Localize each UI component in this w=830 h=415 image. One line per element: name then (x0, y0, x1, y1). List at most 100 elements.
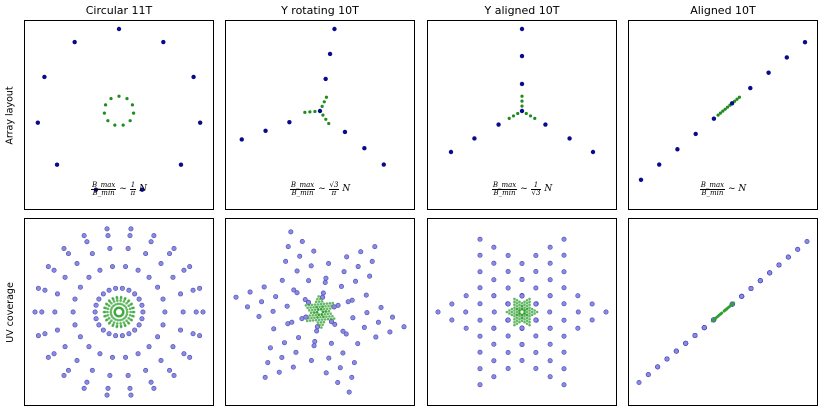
uv-inner-baseline-point (127, 316, 131, 320)
uv-inner-baseline-point (515, 319, 519, 323)
uv-baseline-point (323, 275, 329, 281)
uv-inner-baseline-point (515, 299, 519, 302)
uv-baseline-point (285, 244, 291, 250)
inner-antenna-point (324, 117, 328, 121)
outer-antenna-point (72, 39, 77, 45)
uv-baseline-point (109, 354, 115, 360)
uv-baseline-point (463, 293, 469, 299)
uv-baseline-point (340, 350, 346, 356)
uv-baseline-point (505, 285, 511, 291)
uv-baseline-point (65, 251, 71, 257)
inner-antenna-point (511, 114, 516, 118)
uv-inner-baseline-point (310, 303, 314, 307)
uv-inner-baseline-point (508, 309, 511, 312)
uv-inner-baseline-point (116, 322, 119, 325)
uv-baseline-point (181, 267, 187, 273)
uv-inner-baseline-point (322, 302, 326, 306)
uv-inner-baseline-point (523, 300, 526, 304)
uv-baseline-point (127, 385, 133, 391)
uv-baseline-point (135, 351, 141, 357)
plot-frame (24, 218, 214, 406)
uv-inner-baseline-point (520, 313, 524, 317)
uv-inner-baseline-point (319, 315, 322, 319)
inner-antenna-point (117, 94, 121, 98)
uv-inner-baseline-point (132, 314, 135, 318)
uv-inner-baseline-point (525, 322, 529, 325)
outer-antenna-point (362, 146, 367, 151)
uv-baseline-point (297, 253, 303, 259)
uv-inner-baseline-point (121, 311, 125, 315)
uv-baseline-point (449, 301, 455, 307)
uv-baseline-point (139, 302, 145, 308)
uv-baseline-point (104, 392, 110, 398)
outer-antenna-point (178, 162, 184, 167)
uv-inner-baseline-point (518, 309, 521, 312)
uv-baseline-point (533, 301, 539, 307)
uv-inner-baseline-point (528, 306, 531, 309)
uv-inner-baseline-point (314, 313, 318, 317)
uv-baseline-point (757, 278, 763, 284)
uv-inner-baseline-point (325, 302, 329, 305)
uv-baseline-point (505, 317, 511, 323)
uv-inner-baseline-point (120, 313, 124, 317)
uv-inner-baseline-point (515, 301, 519, 305)
uv-baseline-point (505, 333, 511, 339)
uv-inner-baseline-point (119, 296, 123, 300)
uv-baseline-point (293, 349, 299, 355)
uv-inner-baseline-point (513, 303, 516, 307)
uv-inner-baseline-point (513, 300, 516, 304)
uv-inner-baseline-point (107, 316, 111, 320)
uv-inner-baseline-point (129, 303, 132, 306)
uv-inner-baseline-point (114, 303, 117, 306)
uv-baseline-point (143, 367, 149, 373)
uv-inner-baseline-point (523, 320, 526, 324)
uv-baseline-point (70, 309, 76, 315)
uv-baseline-point (132, 291, 138, 297)
panel-array-circular (24, 20, 214, 210)
uv-baseline-point (332, 321, 338, 327)
uv-inner-baseline-point (328, 307, 332, 310)
uv-inner-baseline-point (528, 309, 531, 312)
inner-antenna-point (106, 119, 110, 123)
uv-baseline-point (505, 252, 511, 258)
uv-baseline-point (547, 260, 553, 266)
uv-inner-baseline-point (528, 315, 531, 318)
uv-baseline-point (645, 372, 651, 378)
uv-baseline-point (589, 317, 595, 323)
uv-inner-baseline-point (125, 310, 129, 314)
uv-inner-baseline-point (308, 314, 312, 317)
uv-inner-baseline-point (127, 299, 131, 302)
uv-inner-baseline-point (127, 322, 131, 325)
uv-baseline-point (341, 269, 347, 275)
uv-inner-baseline-point (114, 318, 117, 321)
uv-inner-baseline-point (121, 303, 124, 306)
uv-inner-baseline-point (513, 306, 516, 309)
uv-inner-baseline-point (322, 320, 326, 324)
uv-baseline-point (233, 294, 239, 300)
uv-baseline-point (575, 293, 581, 299)
uv-baseline-point (561, 366, 567, 372)
uv-baseline-point (561, 285, 567, 291)
uv-baseline-point (294, 268, 300, 274)
uv-baseline-point (125, 246, 131, 252)
inner-antenna-point (102, 111, 106, 115)
uv-inner-baseline-point (119, 306, 123, 310)
uv-inner-baseline-point (513, 320, 516, 324)
uv-inner-baseline-point (329, 312, 332, 315)
uv-inner-baseline-point (515, 310, 519, 314)
uv-baseline-point (664, 356, 670, 362)
uv-baseline-point (378, 305, 384, 311)
inner-antenna-point (735, 97, 739, 101)
uv-inner-baseline-point (321, 323, 324, 327)
uv-baseline-point (126, 331, 132, 337)
uv-baseline-point (804, 239, 810, 245)
inner-antenna-point (303, 110, 307, 114)
outer-antenna-point (519, 26, 525, 32)
outer-antenna-point (197, 120, 203, 125)
uv-baseline-point (92, 309, 98, 315)
uv-inner-baseline-point (321, 310, 325, 314)
uv-inner-baseline-point (106, 307, 110, 311)
title-y-aligned-10t: Y aligned 10T (484, 4, 560, 17)
uv-inner-baseline-point (317, 295, 320, 298)
